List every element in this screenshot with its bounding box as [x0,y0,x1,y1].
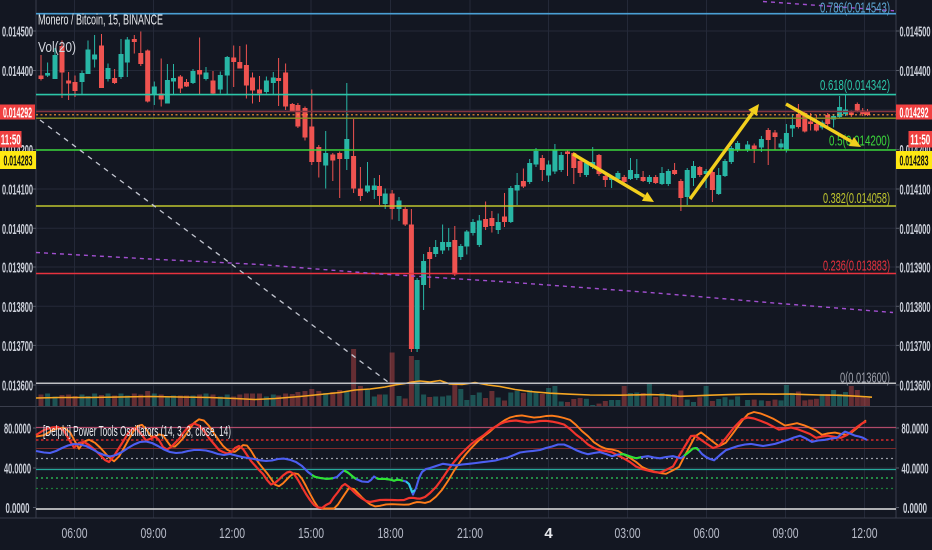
svg-text:21:00: 21:00 [457,525,483,542]
svg-text:09:00: 09:00 [773,525,799,542]
svg-text:4: 4 [544,525,553,542]
svg-text:0.618(0.014342): 0.618(0.014342) [820,77,890,94]
svg-text:0.786(0.014543): 0.786(0.014543) [820,0,890,16]
svg-text:0.014292: 0.014292 [3,104,32,121]
svg-text:0.236(0.013883): 0.236(0.013883) [823,257,890,274]
svg-text:[Delphi] Power Tools Oscillato: [Delphi] Power Tools Oscillators (14, 3,… [43,423,231,440]
svg-text:09:00: 09:00 [141,525,167,542]
svg-text:0.013700: 0.013700 [900,338,931,355]
svg-text:0.014100: 0.014100 [900,182,931,199]
svg-text:0.014283: 0.014283 [4,152,33,169]
svg-text:80.0000: 80.0000 [4,421,31,438]
svg-text:0.0000: 0.0000 [903,500,927,517]
svg-text:0.014500: 0.014500 [2,24,33,41]
svg-text:0.013600: 0.013600 [2,378,33,395]
svg-text:12:00: 12:00 [852,525,878,542]
svg-text:0.014000: 0.014000 [900,221,931,238]
svg-text:12:00: 12:00 [219,525,245,542]
svg-text:0.014100: 0.014100 [2,182,33,199]
svg-text:0.014500: 0.014500 [900,24,931,41]
svg-text:0.014000: 0.014000 [2,221,33,238]
svg-text:0.013800: 0.013800 [2,299,33,316]
svg-text:11:50: 11:50 [1,132,21,149]
svg-text:40.0000: 40.0000 [902,461,929,478]
svg-text:0.013900: 0.013900 [900,260,931,277]
svg-text:15:00: 15:00 [298,525,324,542]
svg-text:0.0000: 0.0000 [6,500,30,517]
svg-text:18:00: 18:00 [378,525,404,542]
svg-text:06:00: 06:00 [694,525,720,542]
svg-text:0.014292: 0.014292 [900,104,929,121]
svg-text:11:50: 11:50 [910,132,930,149]
svg-text:0.382(0.014058): 0.382(0.014058) [823,190,890,207]
svg-text:40.0000: 40.0000 [4,461,31,478]
svg-text:06:00: 06:00 [62,525,88,542]
svg-text:0.014283: 0.014283 [900,152,929,169]
svg-text:Monero / Bitcoin, 15, BINANCE: Monero / Bitcoin, 15, BINANCE [38,12,163,29]
svg-text:Vol(20): Vol(20) [38,39,76,56]
svg-text:0.013600: 0.013600 [900,378,931,395]
svg-text:80.0000: 80.0000 [902,421,929,438]
svg-text:0(0.013600): 0(0.013600) [840,369,890,386]
svg-text:03:00: 03:00 [615,525,641,542]
svg-text:0.013800: 0.013800 [900,299,931,316]
svg-text:0.014400: 0.014400 [900,63,931,80]
svg-text:0.013700: 0.013700 [2,338,33,355]
svg-text:0.013900: 0.013900 [2,260,33,277]
svg-text:0.014400: 0.014400 [2,63,33,80]
